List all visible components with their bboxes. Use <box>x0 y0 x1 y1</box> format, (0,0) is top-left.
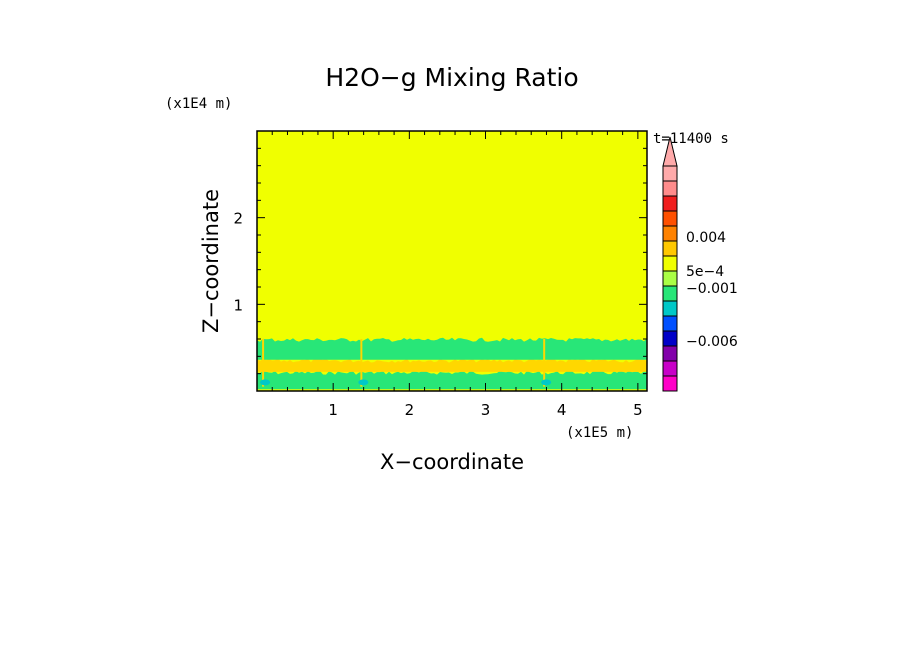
colorbar-label: 0.004 <box>686 230 726 246</box>
colorbar-segment-7 <box>662 285 678 302</box>
x-tick-label: 2 <box>405 401 415 419</box>
plume-base-1 <box>260 379 271 386</box>
colorbar-segment-12 <box>662 210 678 227</box>
chart-title: H2O−g Mixing Ratio <box>325 63 578 92</box>
colorbar-segment-15 <box>662 165 678 182</box>
colorbar-segment-3 <box>662 345 678 362</box>
colorbar-segment-6 <box>662 300 678 317</box>
colorbar-label: −0.006 <box>686 334 738 350</box>
colorbar-label: 5e−4 <box>686 264 724 280</box>
colorbar: 0.004 5e−4−0.001 −0.006 <box>662 136 738 392</box>
z-scale-label: (x1E4 m) <box>165 96 232 112</box>
colorbar-segment-10 <box>662 240 678 257</box>
colorbar-segment-11 <box>662 225 678 242</box>
x-scale-label: (x1E5 m) <box>566 425 633 441</box>
layer-band-2 <box>257 358 647 372</box>
colorbar-segment-8 <box>662 270 678 287</box>
colorbar-segment-14 <box>662 180 678 197</box>
plume-2 <box>360 339 363 387</box>
z-tick-label: 2 <box>233 210 243 228</box>
plume-3 <box>543 339 546 387</box>
x-tick-label: 4 <box>557 401 567 419</box>
z-tick-label: 1 <box>233 296 243 314</box>
colorbar-segment-1 <box>662 375 678 392</box>
colorbar-label: −0.001 <box>686 281 738 297</box>
x-tick-label: 3 <box>481 401 491 419</box>
plume-base-3 <box>541 379 552 386</box>
layer-band-1 <box>257 370 647 390</box>
x-tick-label: 5 <box>633 401 643 419</box>
x-axis-label: X−coordinate <box>380 450 524 474</box>
plot-area: 1 2 3 4 5 1 2 <box>233 130 648 419</box>
z-axis-label: Z−coordinate <box>199 189 223 333</box>
plot-frame <box>256 130 648 392</box>
colorbar-segment-13 <box>662 195 678 212</box>
colorbar-extend-arrow <box>662 136 678 167</box>
x-tick-label: 1 <box>328 401 338 419</box>
layer-band-3 <box>257 337 647 360</box>
colorbar-segment-4 <box>662 330 678 347</box>
time-label: t=11400 s <box>653 131 729 147</box>
colorbar-segment-9 <box>662 255 678 272</box>
colorbar-segment-2 <box>662 360 678 377</box>
plume-1 <box>262 339 265 387</box>
plume-base-2 <box>358 379 369 386</box>
colorbar-segment-5 <box>662 315 678 332</box>
